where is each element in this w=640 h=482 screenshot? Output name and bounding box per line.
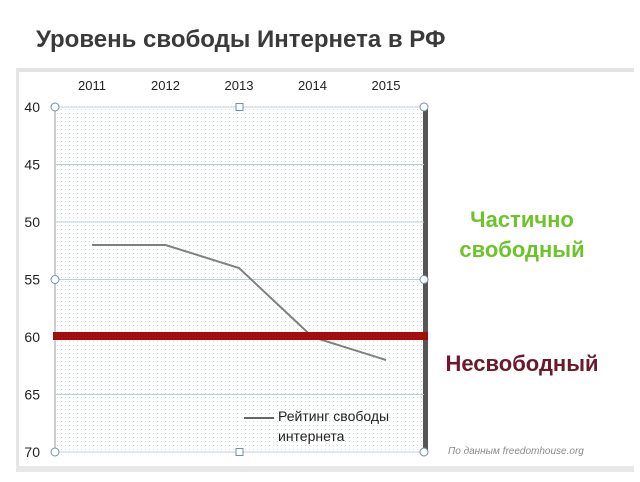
y-tick-label: 55 xyxy=(24,272,40,288)
selection-handle xyxy=(50,275,60,284)
title-divider xyxy=(16,68,634,72)
series-line xyxy=(92,244,387,361)
y-tick-label: 70 xyxy=(24,444,40,460)
threshold-line xyxy=(53,332,428,340)
selection-handle xyxy=(50,102,60,112)
x-tick-label: 2015 xyxy=(372,78,401,93)
y-tick-label: 40 xyxy=(24,99,40,115)
y-tick-label: 50 xyxy=(24,214,40,230)
y-tick-label: 65 xyxy=(24,387,40,403)
selection-handle xyxy=(235,448,244,456)
x-tick-label: 2013 xyxy=(225,78,254,93)
zone-label-not-free: Несвободный xyxy=(445,351,599,376)
slide-left-border xyxy=(16,68,19,472)
y-tick-label: 45 xyxy=(24,157,40,173)
source-note: По данным freedomhouse.org xyxy=(448,446,584,457)
selection-handle xyxy=(50,447,60,457)
zone-label-partially-free: Частично свободный xyxy=(459,207,585,262)
selection-handle xyxy=(419,447,429,457)
x-tick-label: 2012 xyxy=(151,78,180,93)
x-tick-label: 2011 xyxy=(78,78,106,93)
legend-label: Рейтинг свободы интернета xyxy=(278,408,390,444)
x-tick-label: 2014 xyxy=(298,78,327,93)
selection-handle xyxy=(419,275,429,284)
page-title: Уровень свободы Интернета в РФ xyxy=(36,26,446,53)
slide-bottom-border xyxy=(16,466,634,472)
legend-line-swatch xyxy=(244,417,274,419)
y-tick-label: 60 xyxy=(24,329,40,345)
selection-handle xyxy=(235,103,244,111)
selection-handle xyxy=(419,102,429,112)
